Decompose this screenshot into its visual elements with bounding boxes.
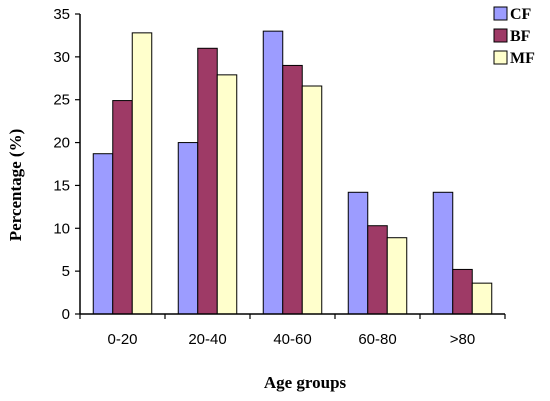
bar-bf-2 (282, 64, 303, 315)
y-tick-label: 25 (53, 92, 70, 109)
legend-label-bf: BF (510, 28, 531, 45)
y-tick-label: 5 (62, 263, 70, 280)
x-tick-label: 0-20 (107, 331, 137, 348)
legend-swatch-bf (493, 28, 508, 43)
y-tick-label: 30 (53, 49, 70, 66)
y-tick-label: 20 (53, 135, 70, 152)
legend-label-cf: CF (510, 6, 532, 23)
legend-swatch-mf (493, 50, 508, 65)
x-tick-label: 40-60 (273, 331, 311, 348)
bar-mf-4 (471, 282, 493, 315)
bar-bf-0 (112, 100, 133, 315)
x-axis-title: Age groups (264, 373, 347, 392)
legend-label-mf: MF (510, 50, 535, 67)
legend-swatch-cf (493, 6, 508, 21)
x-tick-label: 60-80 (358, 331, 396, 348)
bar-cf-2 (262, 30, 284, 315)
bar-mf-1 (216, 74, 238, 315)
bar-mf-3 (386, 237, 408, 315)
y-ticks-group: 0 5 10 15 20 25 30 35 (53, 6, 80, 323)
x-tick-label: >80 (450, 331, 475, 348)
y-tick-label: 15 (53, 177, 70, 194)
bar-mf-2 (301, 85, 323, 315)
bar-cf-1 (177, 142, 199, 315)
bar-cf-4 (432, 191, 454, 315)
bar-bf-1 (197, 47, 218, 315)
legend: CF BF MF (493, 6, 535, 67)
axes-group (79, 14, 505, 315)
x-ticks-group: 0-20 20-40 40-60 60-80 >80 (79, 314, 506, 348)
y-axis-title: Percentage (%) (6, 129, 25, 242)
bar-mf-0 (131, 32, 153, 315)
x-tick-label: 20-40 (188, 331, 226, 348)
bar-cf-3 (347, 191, 369, 315)
bar-cf-0 (92, 153, 114, 315)
bars-group (92, 30, 493, 315)
bar-bf-3 (367, 225, 388, 315)
y-tick-label: 10 (53, 220, 70, 237)
y-tick-label: 35 (53, 6, 70, 23)
y-tick-label: 0 (62, 306, 70, 323)
bar-bf-4 (452, 268, 473, 315)
